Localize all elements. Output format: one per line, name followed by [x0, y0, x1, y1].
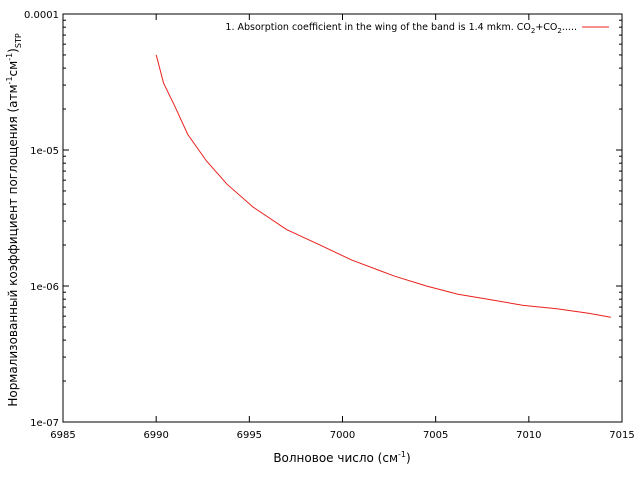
- y-axis-label-main: Нормализованный коэффициент поглощения (…: [6, 84, 20, 406]
- x-tick-label: 6995: [237, 430, 262, 441]
- y-tick-label: 1e-05: [30, 146, 59, 157]
- y-tick-label: 0.0001: [24, 10, 59, 21]
- y-axis-label-sub: STP: [14, 33, 23, 48]
- y-axis-label-sup1: -1: [5, 76, 14, 84]
- y-axis-label: Нормализованный коэффициент поглощения (…: [5, 33, 23, 407]
- y-axis-label-sup2: -1: [5, 53, 14, 61]
- x-axis-label-main: Волновое число (см: [273, 451, 398, 465]
- x-tick-label: 6985: [50, 430, 75, 441]
- x-axis-label: Волновое число (см-1): [273, 450, 410, 465]
- x-tick-label: 7015: [609, 430, 634, 441]
- series-layer: [155, 54, 611, 318]
- x-tick-label: 7000: [330, 430, 355, 441]
- y-tick-label: 1e-07: [30, 418, 59, 429]
- legend-label-mid: +CO: [535, 22, 557, 33]
- legend-label-main: 1. Absorption coefficient in the wing of…: [225, 22, 530, 33]
- legend: 1. Absorption coefficient in the wing of…: [225, 22, 609, 35]
- y-axis-ticks: 1e-07 1e-06 1e-05 0.0001: [24, 10, 622, 429]
- series-line: [155, 54, 611, 318]
- legend-label-end: .....: [562, 22, 577, 33]
- y-axis-label-mid: см: [6, 61, 20, 77]
- legend-label-sub1: 2: [531, 27, 535, 35]
- y-tick-label: 1e-06: [30, 282, 59, 293]
- x-tick-label: 7010: [516, 430, 541, 441]
- x-tick-label: 6990: [143, 430, 168, 441]
- y-axis-label-end: ): [6, 48, 20, 53]
- x-axis-label-sup: -1: [398, 450, 406, 459]
- legend-label: 1. Absorption coefficient in the wing of…: [225, 22, 577, 35]
- x-axis-ticks: 6985 6990 6995 7000 7005 7010 7015: [50, 14, 635, 441]
- legend-label-sub2: 2: [557, 27, 561, 35]
- x-axis-label-end: ): [406, 451, 411, 465]
- x-tick-label: 7005: [423, 430, 448, 441]
